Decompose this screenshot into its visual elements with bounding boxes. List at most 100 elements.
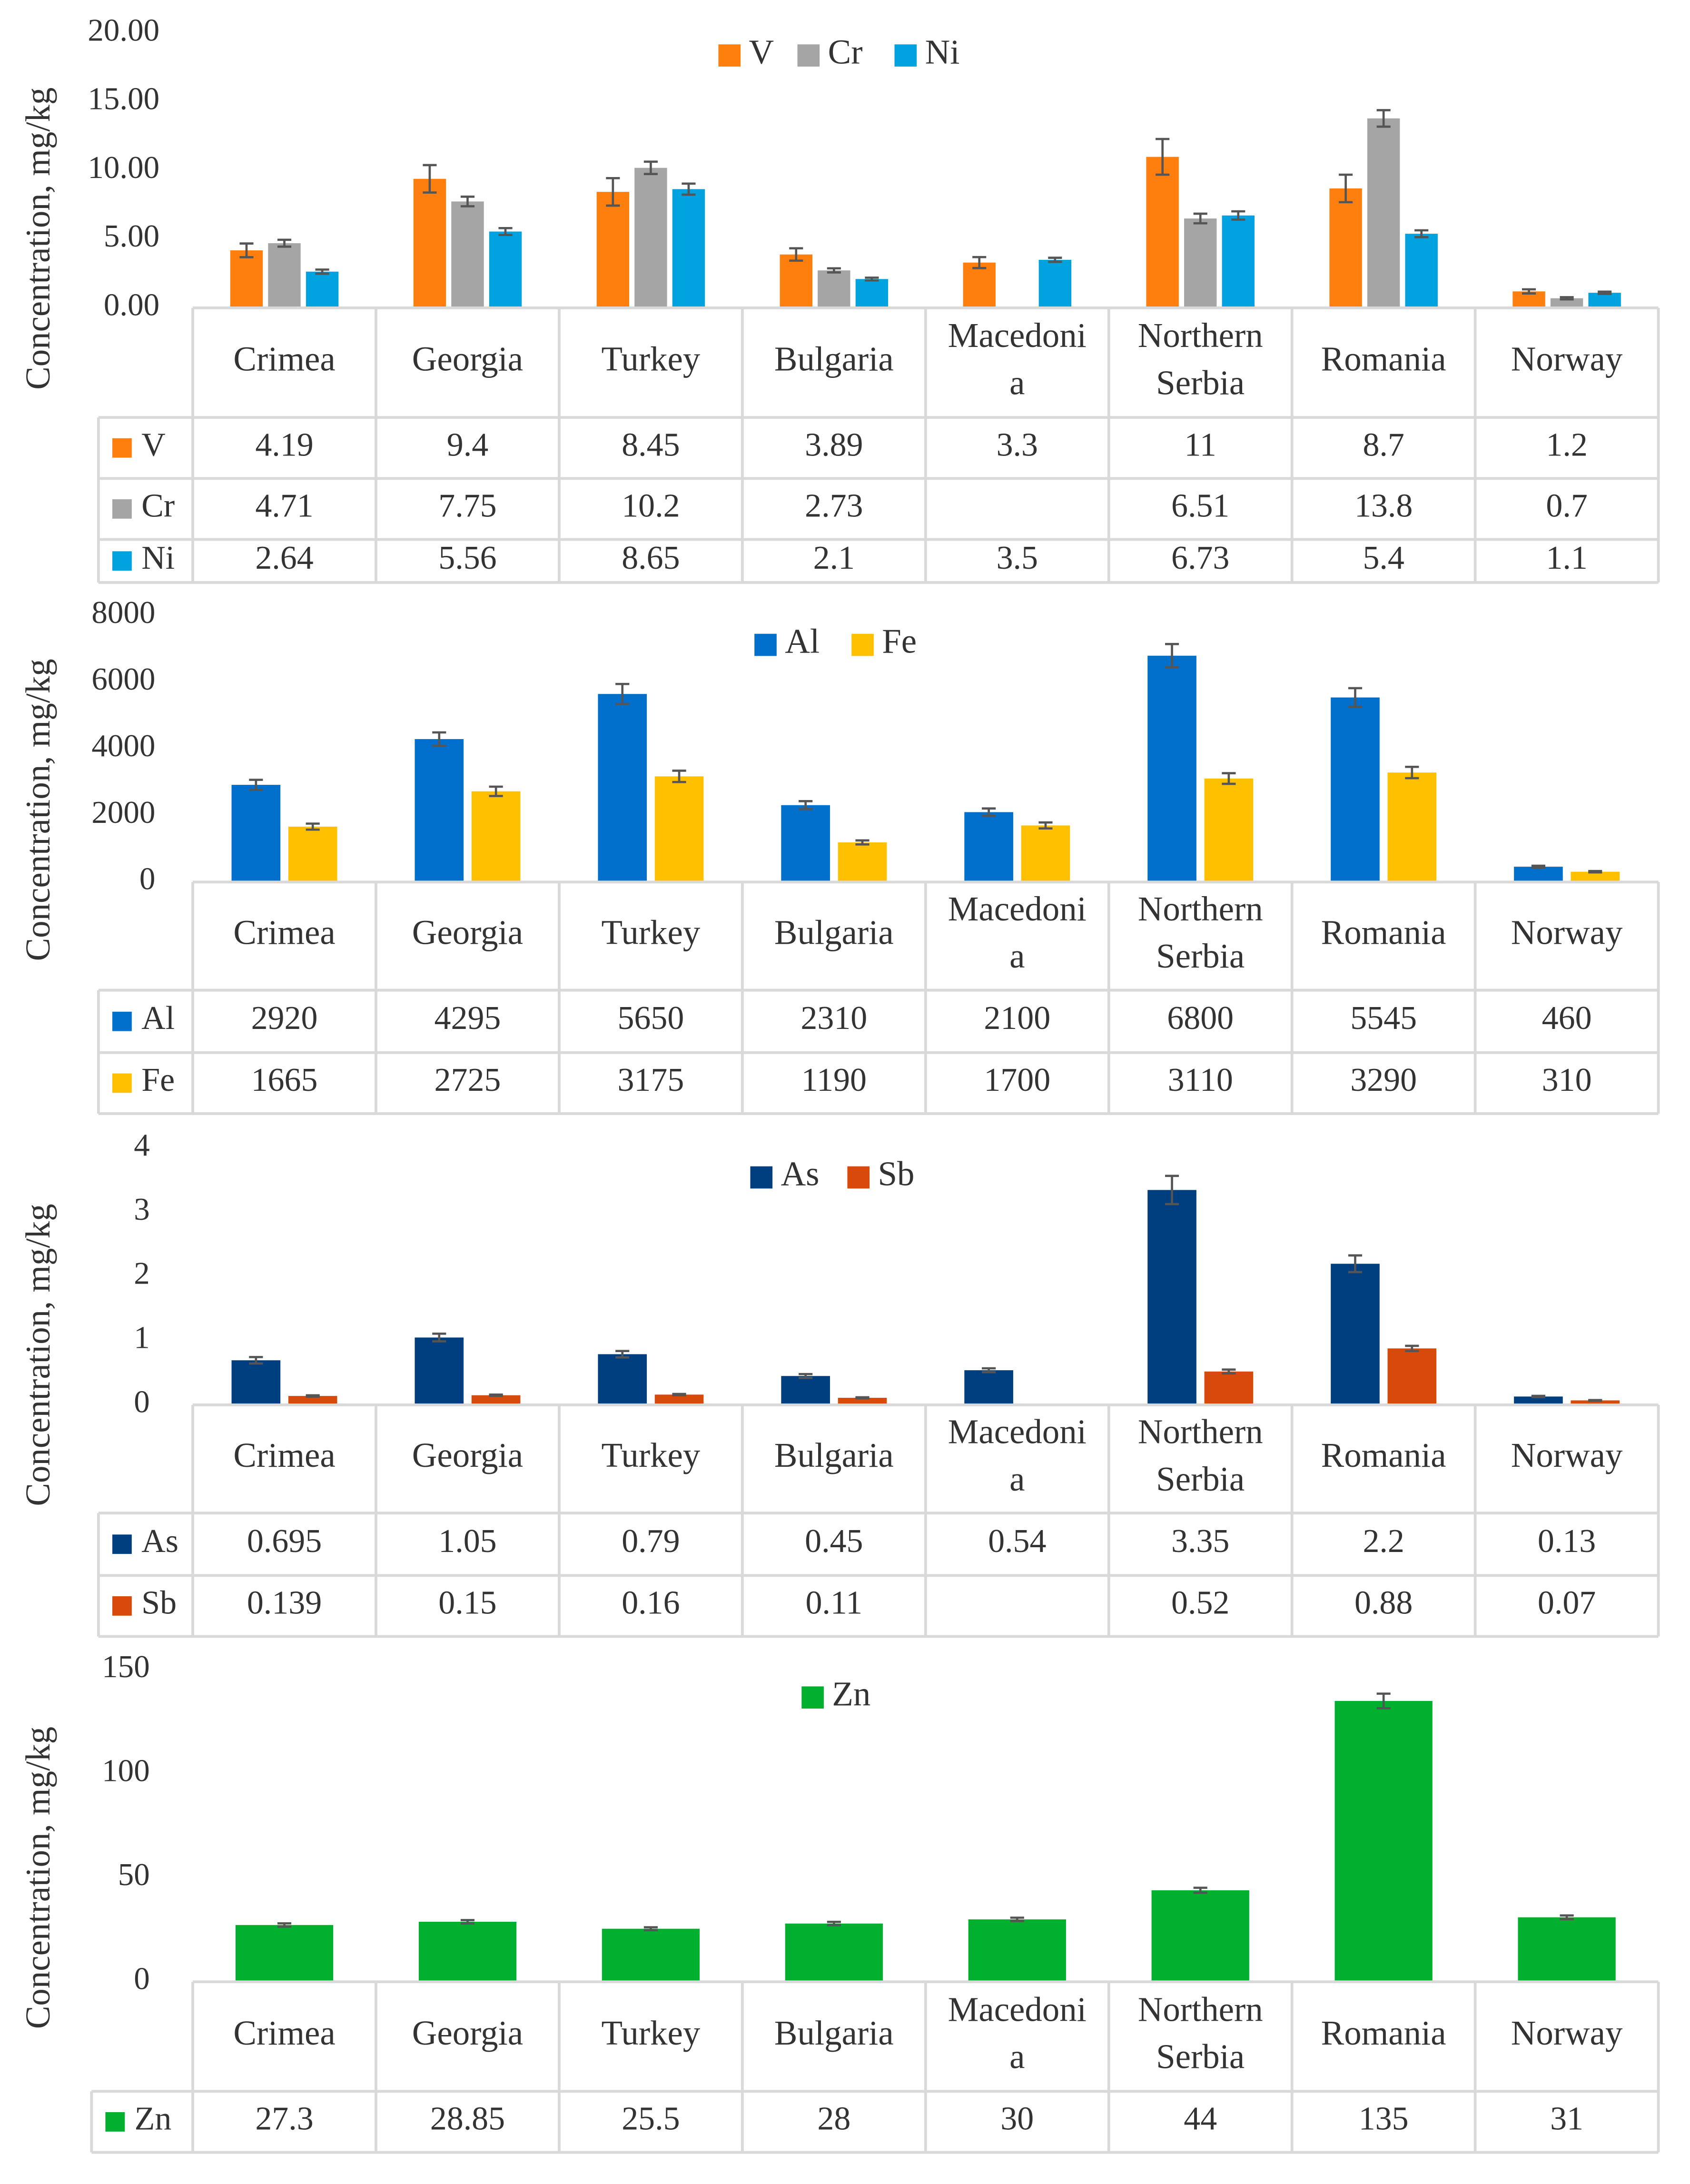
category-label-2-6: Romania: [1321, 1436, 1446, 1474]
y-tick-label-1-2: 4000: [91, 728, 155, 763]
table-value-1-Fe-5: 3110: [1168, 1062, 1233, 1098]
bar-2-As-3: [781, 1376, 830, 1405]
bar-0-V-5: [1146, 157, 1179, 308]
table-value-3-Zn-0: 27.3: [255, 2100, 313, 2137]
category-label-0-7: Norway: [1511, 340, 1623, 378]
bar-3-Zn-6: [1334, 1701, 1433, 1982]
y-tick-label-0-1: 15.00: [88, 81, 159, 117]
bar-0-Cr-6: [1367, 118, 1400, 308]
table-value-1-Fe-7: 310: [1542, 1062, 1592, 1098]
bar-1-Fe-3: [838, 842, 887, 882]
table-value-1-Al-5: 6800: [1167, 1000, 1234, 1037]
y-tick-label-2-1: 3: [134, 1192, 150, 1227]
category-label-1-4-line2: a: [1009, 937, 1025, 975]
bar-1-Al-7: [1514, 867, 1563, 882]
legend-label-1-0: Al: [785, 622, 820, 661]
table-value-1-Al-6: 5545: [1350, 1000, 1417, 1037]
table-value-2-Sb-5: 0.52: [1171, 1584, 1229, 1621]
table-series-name-0-2: Ni: [141, 540, 175, 576]
bar-2-As-2: [598, 1354, 647, 1405]
bar-0-Cr-0: [268, 243, 301, 308]
category-label-1-6: Romania: [1321, 913, 1446, 952]
y-axis-title-3: Concentration, mg/kg: [19, 1727, 57, 2029]
y-tick-label-1-3: 2000: [91, 795, 155, 830]
table-value-2-Sb-3: 0.11: [805, 1584, 862, 1621]
bar-0-V-3: [780, 254, 812, 308]
bar-2-As-5: [1147, 1190, 1196, 1405]
category-label-0-5-line2: Serbia: [1156, 363, 1245, 402]
bar-1-Fe-0: [288, 826, 337, 882]
category-label-1-1: Georgia: [412, 913, 523, 952]
table-value-0-Ni-1: 5.56: [438, 540, 496, 576]
bar-3-Zn-0: [235, 1925, 334, 1982]
bar-0-Cr-2: [634, 168, 667, 308]
category-label-2-2: Turkey: [601, 1436, 700, 1474]
category-label-3-4-line1: Macedoni: [948, 1990, 1087, 2028]
category-label-3-5-line2: Serbia: [1156, 2037, 1245, 2075]
legend-swatch-0-2: [894, 44, 917, 67]
bar-0-Cr-1: [451, 201, 484, 308]
bar-0-V-4: [963, 262, 996, 308]
category-label-2-5-line1: Northern: [1138, 1413, 1263, 1451]
table-value-0-Ni-2: 8.65: [622, 540, 680, 576]
bar-3-Zn-1: [418, 1922, 517, 1982]
bar-2-Sb-0: [288, 1396, 337, 1405]
bar-3-Zn-2: [602, 1928, 700, 1982]
table-value-0-V-6: 8.7: [1363, 426, 1404, 463]
category-label-1-3: Bulgaria: [774, 913, 894, 952]
table-series-name-1-0: Al: [141, 1000, 175, 1037]
bar-2-Sb-3: [838, 1398, 887, 1405]
bar-0-V-2: [596, 192, 630, 308]
y-axis-title-0: Concentration, mg/kg: [19, 88, 57, 390]
table-value-0-Ni-0: 2.64: [255, 540, 313, 576]
category-label-1-4-line1: Macedoni: [948, 889, 1087, 928]
legend-swatch-0-1: [797, 44, 820, 67]
legend-swatch-0-0: [718, 44, 741, 67]
table-value-0-V-7: 1.2: [1546, 426, 1587, 463]
bar-1-Fe-2: [654, 776, 704, 882]
legend-swatch-2-0: [750, 1166, 773, 1189]
y-tick-label-0-2: 10.00: [88, 150, 159, 185]
y-tick-label-0-4: 0.00: [104, 287, 159, 322]
category-label-3-2: Turkey: [601, 2014, 700, 2052]
table-value-0-Cr-7: 0.7: [1546, 487, 1587, 524]
category-label-1-7: Norway: [1511, 913, 1623, 952]
bar-1-Al-4: [964, 812, 1013, 882]
table-value-2-As-4: 0.54: [988, 1523, 1046, 1560]
y-tick-label-3-3: 0: [134, 1961, 150, 1996]
table-series-name-0-0: V: [141, 426, 166, 463]
table-value-0-V-2: 8.45: [622, 426, 680, 463]
y-tick-label-2-3: 1: [134, 1320, 150, 1355]
table-value-0-V-1: 9.4: [447, 426, 488, 463]
bar-0-Ni-2: [672, 189, 705, 308]
legend-swatch-3-0: [801, 1686, 824, 1709]
table-value-1-Al-0: 2920: [251, 1000, 318, 1037]
table-value-2-As-6: 2.2: [1363, 1523, 1404, 1560]
table-series-name-1-1: Fe: [141, 1062, 175, 1098]
table-legend-key-0-0: [112, 438, 132, 458]
table-value-0-Cr-2: 10.2: [622, 487, 680, 524]
category-label-2-4-line2: a: [1009, 1460, 1025, 1498]
bar-1-Fe-4: [1021, 825, 1070, 882]
legend-label-0-1: Cr: [828, 32, 863, 71]
bar-0-Ni-6: [1405, 234, 1438, 308]
table-value-1-Al-3: 2310: [801, 1000, 867, 1037]
legend-label-2-0: As: [781, 1155, 820, 1193]
table-value-3-Zn-7: 31: [1550, 2100, 1583, 2137]
table-value-3-Zn-6: 135: [1359, 2100, 1409, 2137]
table-value-2-Sb-6: 0.88: [1354, 1584, 1413, 1621]
table-legend-key-1-0: [112, 1011, 132, 1031]
table-value-2-As-0: 0.695: [247, 1523, 322, 1560]
table-value-0-Cr-1: 7.75: [438, 487, 496, 524]
category-label-3-6: Romania: [1321, 2014, 1446, 2052]
table-value-0-Cr-0: 4.71: [255, 487, 313, 524]
bar-1-Fe-7: [1571, 871, 1620, 882]
table-value-1-Fe-4: 1700: [984, 1062, 1050, 1098]
y-tick-label-2-4: 0: [134, 1384, 150, 1419]
bar-2-Sb-5: [1204, 1371, 1254, 1405]
legend-label-1-1: Fe: [882, 622, 917, 661]
bar-3-Zn-4: [968, 1919, 1066, 1982]
y-tick-label-0-3: 5.00: [104, 218, 159, 254]
bar-1-Fe-5: [1204, 778, 1254, 882]
